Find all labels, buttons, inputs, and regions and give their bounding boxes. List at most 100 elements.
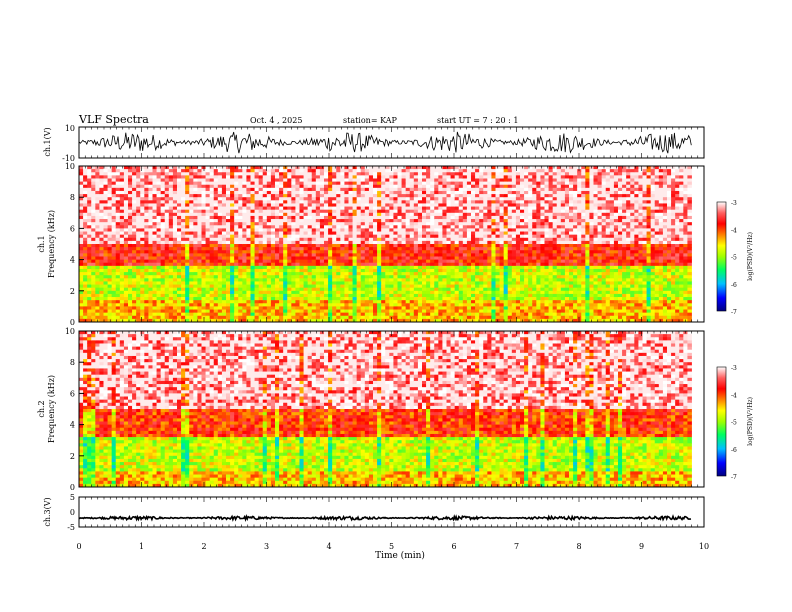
spectrogram-cell xyxy=(160,318,166,323)
spectrogram-cell xyxy=(83,178,88,182)
spectrogram-cell xyxy=(132,297,137,301)
spectrogram-cell xyxy=(136,250,141,254)
spectrogram-cell xyxy=(99,259,104,264)
spectrogram-cell xyxy=(83,265,88,270)
spectrogram-cell xyxy=(458,293,464,298)
spectrogram-cell xyxy=(123,169,129,173)
spectrogram-cell xyxy=(299,234,304,239)
spectrogram-cell xyxy=(230,231,235,236)
spectrogram-cell xyxy=(430,203,435,207)
spectrogram-cell xyxy=(156,231,162,236)
spectrogram-cell xyxy=(405,300,411,304)
spectrogram-cell xyxy=(83,194,88,198)
spectrogram-cell xyxy=(217,293,223,298)
spectrogram-cell xyxy=(328,253,333,257)
spectrogram-cell xyxy=(226,234,231,239)
spectrogram-cell xyxy=(205,206,211,211)
spectrogram-cell xyxy=(115,225,121,229)
spectrogram-cell xyxy=(87,225,92,229)
spectrogram-cell xyxy=(123,215,129,220)
spectrogram-cell xyxy=(119,212,125,217)
spectrogram-cell xyxy=(405,172,411,176)
spectrogram-cell xyxy=(417,200,423,204)
spectrogram-cell xyxy=(287,281,292,285)
spectrogram-cell xyxy=(344,312,349,317)
spectrogram-cell xyxy=(111,222,117,226)
spectrogram-cell xyxy=(140,284,145,289)
spectrogram-cell xyxy=(483,244,488,248)
spectrogram-cell xyxy=(87,300,92,304)
spectrogram-cell xyxy=(164,268,170,273)
spectrogram-cell xyxy=(348,306,353,310)
spectrogram-cell xyxy=(107,194,113,198)
spectrogram-cell xyxy=(213,247,219,251)
spectrogram-cell xyxy=(466,169,472,173)
spectrogram-cell xyxy=(119,181,125,186)
spectrogram-cell xyxy=(381,219,386,223)
spectrogram-cell xyxy=(254,265,260,270)
spectrogram-cell xyxy=(79,244,84,248)
spectrogram-cell xyxy=(185,278,190,282)
spectrogram-cell xyxy=(458,194,464,198)
spectrogram-cell xyxy=(307,318,313,323)
spectrogram-cell xyxy=(160,240,166,245)
spectrogram-cell xyxy=(409,187,415,192)
spectrogram-cell xyxy=(348,290,353,295)
spectrogram-cell xyxy=(119,303,125,307)
spectrogram-cell xyxy=(177,178,182,182)
spectrogram-cell xyxy=(324,237,329,242)
spectrogram-cell xyxy=(258,290,264,295)
spectrogram-cell xyxy=(205,169,211,173)
spectrogram-cell xyxy=(458,312,464,317)
spectrogram-cell xyxy=(397,222,402,226)
spectrogram-cell xyxy=(168,306,174,310)
spectrogram-cell xyxy=(144,234,149,239)
spectrogram-cell xyxy=(160,284,166,289)
spectrogram-cell xyxy=(299,300,304,304)
spectrogram-cell xyxy=(156,184,162,189)
spectrogram-cell xyxy=(291,187,296,192)
spectrogram-cell xyxy=(397,250,402,254)
spectrogram-cell xyxy=(181,281,186,285)
spectrogram-cell xyxy=(446,240,451,245)
spectrogram-cell xyxy=(328,278,333,282)
spectrogram-cell xyxy=(111,290,117,295)
spectrogram-cell xyxy=(140,318,145,323)
spectrogram-cell xyxy=(270,234,276,239)
spectrogram-cell xyxy=(230,237,235,242)
spectrogram-cell xyxy=(475,287,480,292)
spectrogram-cell xyxy=(123,293,129,298)
spectrogram-cell xyxy=(217,259,223,264)
spectrogram-cell xyxy=(160,169,166,173)
spectrogram-cell xyxy=(426,250,431,254)
spectrogram-cell xyxy=(132,244,137,248)
spectrogram-cell xyxy=(156,181,162,186)
spectrogram-cell xyxy=(466,278,472,282)
spectrogram-cell xyxy=(128,315,133,320)
spectrogram-cell xyxy=(303,312,309,317)
spectrogram-cell xyxy=(144,259,149,264)
spectrogram-cell xyxy=(389,284,394,289)
spectrogram-cell xyxy=(148,297,153,301)
spectrogram-cell xyxy=(119,190,125,195)
spectrogram-cell xyxy=(430,240,435,245)
spectrogram-cell xyxy=(344,281,349,285)
spectrogram-cell xyxy=(164,250,170,254)
spectrogram-cell xyxy=(430,268,435,273)
spectrogram-cell xyxy=(107,206,113,211)
spectrogram-cell xyxy=(295,306,300,310)
spectrogram-cell xyxy=(340,247,345,251)
spectrogram-cell xyxy=(217,275,223,279)
spectrogram-cell xyxy=(217,281,223,285)
spectrogram-cell xyxy=(373,256,378,260)
spectrogram-cell xyxy=(319,290,325,295)
spectrogram-cell xyxy=(164,262,170,267)
spectrogram-cell xyxy=(458,172,464,176)
spectrogram-cell xyxy=(189,293,194,298)
spectrogram-cell xyxy=(270,247,276,251)
spectrogram-cell xyxy=(160,259,166,264)
spectrogram-cell xyxy=(242,237,247,242)
spectrogram-cell xyxy=(319,262,325,267)
spectrogram-cell xyxy=(238,194,243,198)
spectrogram-cell xyxy=(422,262,427,267)
